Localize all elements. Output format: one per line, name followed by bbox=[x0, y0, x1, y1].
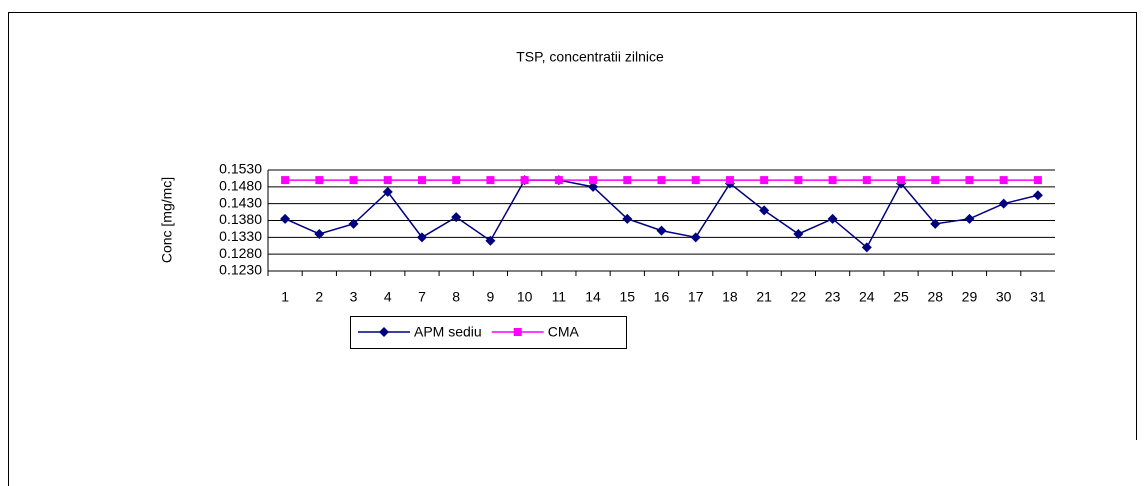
marker bbox=[760, 176, 769, 185]
x-tick-label: 7 bbox=[418, 289, 426, 305]
x-tick-label: 24 bbox=[859, 289, 875, 305]
legend-label: CMA bbox=[548, 324, 580, 340]
y-axis-label: Conc [mg/mc] bbox=[159, 177, 175, 263]
x-tick-label: 30 bbox=[996, 289, 1012, 305]
legend-label: APM sediu bbox=[414, 324, 482, 340]
marker bbox=[622, 213, 633, 224]
marker bbox=[725, 176, 734, 185]
marker bbox=[588, 181, 599, 192]
marker bbox=[451, 212, 462, 223]
marker bbox=[280, 213, 291, 224]
marker bbox=[383, 176, 392, 185]
marker bbox=[964, 213, 975, 224]
x-tick-label: 3 bbox=[350, 289, 358, 305]
x-tick-label: 29 bbox=[962, 289, 978, 305]
marker bbox=[828, 176, 837, 185]
marker bbox=[794, 176, 803, 185]
marker bbox=[931, 176, 940, 185]
marker bbox=[691, 176, 700, 185]
y-tick-label: 0.1330 bbox=[219, 228, 262, 244]
marker bbox=[1032, 190, 1043, 201]
marker bbox=[416, 232, 427, 243]
marker bbox=[930, 218, 941, 229]
marker bbox=[382, 186, 393, 197]
y-tick-label: 0.1480 bbox=[219, 178, 262, 194]
y-tick-label: 0.1230 bbox=[219, 262, 262, 278]
frame bbox=[8, 12, 1137, 486]
marker bbox=[417, 176, 426, 185]
x-tick-label: 23 bbox=[825, 289, 841, 305]
marker bbox=[998, 198, 1009, 209]
marker bbox=[793, 228, 804, 239]
marker bbox=[861, 242, 872, 253]
marker bbox=[690, 232, 701, 243]
marker bbox=[349, 176, 358, 185]
x-tick-label: 21 bbox=[756, 289, 772, 305]
marker bbox=[348, 218, 359, 229]
x-tick-label: 14 bbox=[585, 289, 601, 305]
marker bbox=[486, 176, 495, 185]
x-tick-label: 17 bbox=[688, 289, 704, 305]
x-tick-label: 8 bbox=[452, 289, 460, 305]
marker bbox=[827, 213, 838, 224]
y-tick-label: 0.1380 bbox=[219, 211, 262, 227]
x-tick-label: 25 bbox=[893, 289, 909, 305]
marker bbox=[862, 176, 871, 185]
x-tick-label: 28 bbox=[927, 289, 943, 305]
x-tick-label: 15 bbox=[619, 289, 635, 305]
x-tick-label: 31 bbox=[1030, 289, 1046, 305]
x-tick-label: 11 bbox=[552, 289, 567, 305]
marker bbox=[1033, 176, 1042, 185]
legend-marker bbox=[513, 328, 522, 336]
x-tick-label: 22 bbox=[791, 289, 807, 305]
marker bbox=[485, 235, 496, 246]
x-tick-label: 1 bbox=[281, 289, 289, 305]
legend-box bbox=[350, 316, 627, 349]
x-tick-label: 2 bbox=[315, 289, 323, 305]
y-tick-label: 0.1430 bbox=[219, 194, 262, 210]
marker bbox=[759, 205, 770, 216]
marker bbox=[281, 176, 290, 185]
marker bbox=[897, 176, 906, 185]
x-tick-label: 10 bbox=[517, 289, 533, 305]
legend-marker bbox=[379, 327, 389, 337]
y-tick-label: 0.1530 bbox=[219, 161, 262, 177]
marker bbox=[589, 176, 598, 185]
marker bbox=[554, 176, 563, 185]
marker bbox=[965, 176, 974, 185]
marker bbox=[314, 228, 325, 239]
marker bbox=[623, 176, 632, 185]
x-tick-label: 18 bbox=[722, 289, 738, 305]
chart-title: TSP, concentratii zilnice bbox=[516, 49, 664, 65]
marker bbox=[657, 176, 666, 185]
x-tick-label: 4 bbox=[384, 289, 392, 305]
marker bbox=[452, 176, 461, 185]
marker bbox=[520, 176, 529, 185]
y-tick-label: 0.1280 bbox=[219, 245, 262, 261]
marker bbox=[999, 176, 1008, 185]
marker bbox=[656, 225, 667, 236]
marker bbox=[315, 176, 324, 185]
x-tick-label: 9 bbox=[487, 289, 495, 305]
x-tick-label: 16 bbox=[654, 289, 670, 305]
